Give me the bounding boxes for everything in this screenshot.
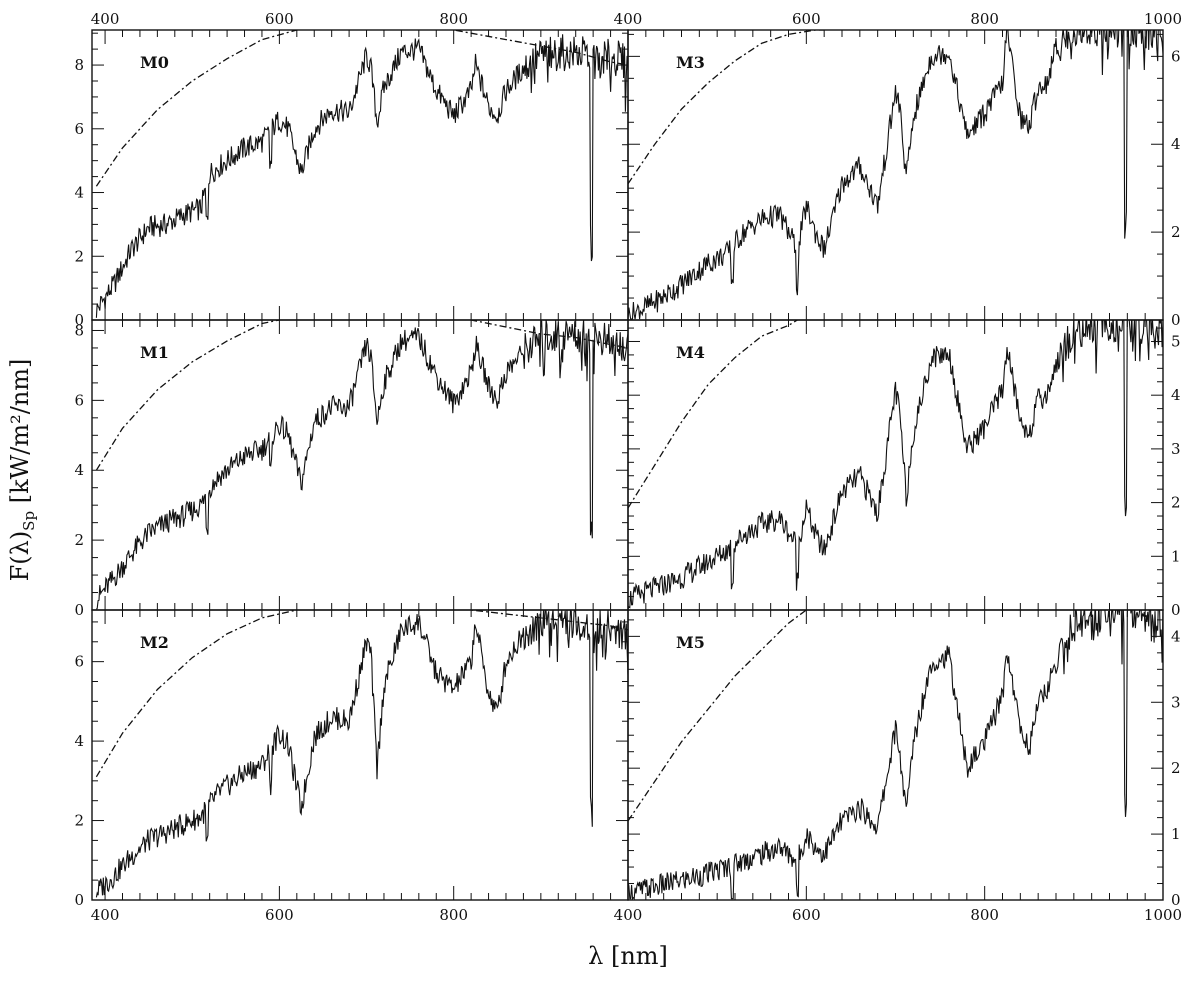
spectrum-line — [95, 34, 628, 318]
y-tick-label: 4 — [1171, 135, 1181, 153]
y-tick-label: 4 — [74, 461, 84, 479]
y-axis-title: F(λ)Sp [kW/m²/nm] — [6, 359, 38, 582]
x-tick-label: 600 — [265, 906, 294, 924]
y-tick-label: 4 — [74, 184, 84, 202]
x-tick-label: 800 — [439, 10, 468, 28]
y-tick-label: 3 — [1171, 440, 1181, 458]
y-tick-label: 0 — [74, 891, 84, 909]
blackbody-curve — [628, 610, 807, 822]
panel-label: M0 — [140, 53, 169, 72]
y-tick-label: 0 — [1171, 311, 1181, 329]
spectrum-line — [628, 320, 1163, 610]
x-tick-label: 600 — [792, 10, 821, 28]
blackbody-curve — [628, 30, 825, 185]
y-tick-label: 3 — [1171, 693, 1181, 711]
x-tick-label: 800 — [970, 10, 999, 28]
y-axis-title-unit: [kW/m²/nm] — [6, 359, 34, 511]
blackbody-curve — [95, 610, 628, 778]
x-tick-label: 600 — [792, 906, 821, 924]
spectrum-line — [628, 30, 1163, 320]
x-tick-label: 800 — [970, 906, 999, 924]
spectrum-line — [95, 320, 628, 610]
spectrum-line — [628, 610, 1163, 900]
y-tick-label: 6 — [74, 653, 84, 671]
panel-m4: 0 1 2 3 4 5 M4 — [627, 319, 1181, 619]
panel-label: M1 — [140, 343, 169, 362]
panel-label: M5 — [676, 633, 705, 652]
y-tick-label: 4 — [1171, 627, 1181, 645]
spectrum-line — [95, 610, 628, 898]
y-tick-label: 2 — [74, 247, 84, 265]
panel-frame — [627, 609, 1164, 901]
y-tick-label: 2 — [1171, 494, 1181, 512]
panel-m3: 400 600 800 1000 0 2 4 6 M3 — [614, 10, 1182, 329]
x-tick-label: 400 — [614, 906, 643, 924]
panel-label: M3 — [676, 53, 705, 72]
y-tick-label: 4 — [1171, 386, 1181, 404]
panel-label: M4 — [676, 343, 705, 362]
y-tick-label: 6 — [1171, 47, 1181, 65]
y-tick-label: 2 — [1171, 223, 1181, 241]
y-tick-label: 2 — [1171, 759, 1181, 777]
panel-frame — [91, 609, 629, 901]
x-tick-label: 800 — [439, 906, 468, 924]
y-tick-label: 0 — [74, 311, 84, 329]
panel-frame — [627, 29, 1164, 321]
x-tick-label: 1000 — [1144, 906, 1182, 924]
y-tick-label: 2 — [74, 812, 84, 830]
y-tick-label: 0 — [1171, 601, 1181, 619]
x-axis-title: λ [nm] — [588, 942, 668, 970]
y-tick-label: 0 — [1171, 891, 1181, 909]
y-tick-label: 0 — [74, 601, 84, 619]
y-axis-title-main: F(λ) — [6, 531, 34, 582]
y-tick-label: 6 — [74, 120, 84, 138]
y-tick-label: 8 — [74, 321, 84, 339]
panel-m0: 400 600 800 0 2 4 6 8 M0 — [74, 10, 629, 329]
panel-m1: 0 2 4 6 8 M1 — [74, 319, 629, 619]
y-axis-title-sub: Sp — [20, 511, 38, 531]
y-tick-label: 1 — [1171, 825, 1181, 843]
x-tick-label: 400 — [91, 10, 120, 28]
y-tick-label: 2 — [74, 531, 84, 549]
y-tick-label: 1 — [1171, 547, 1181, 565]
x-tick-label: 400 — [91, 906, 120, 924]
panel-label: M2 — [140, 633, 169, 652]
panel-m2: 400 600 800 0 2 4 6 M2 — [74, 609, 629, 924]
x-tick-label: 400 — [614, 10, 643, 28]
blackbody-curve — [95, 320, 628, 471]
blackbody-curve — [628, 320, 798, 509]
y-tick-label: 4 — [74, 732, 84, 750]
y-tick-label: 6 — [74, 391, 84, 409]
x-tick-label: 600 — [265, 10, 294, 28]
x-tick-label: 1000 — [1144, 10, 1182, 28]
y-tick-label: 8 — [74, 56, 84, 74]
y-tick-label: 5 — [1171, 332, 1181, 350]
panel-frame — [91, 319, 629, 611]
